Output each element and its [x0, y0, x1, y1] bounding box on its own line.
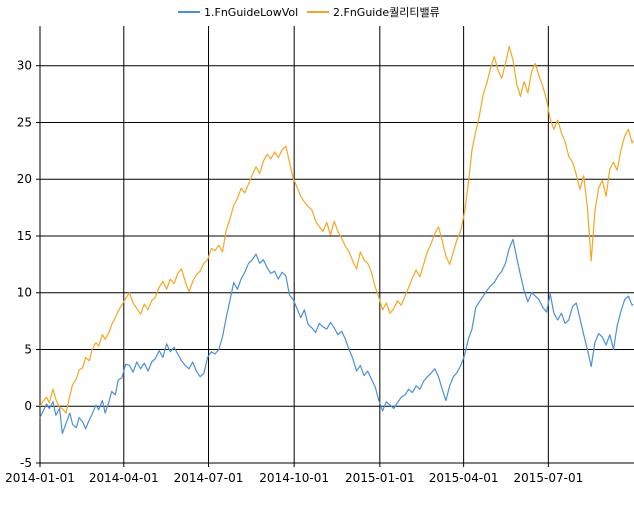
x-tick-label: 2014-01-01 — [5, 471, 75, 485]
y-tick-label: 25 — [17, 115, 32, 129]
x-tick-label: 2014-04-01 — [89, 471, 159, 485]
y-tick-label: 10 — [17, 286, 32, 300]
legend-label-2: 2.FnGuide퀄리티밸류 — [333, 6, 440, 19]
x-tick-label: 2015-04-01 — [429, 471, 499, 485]
x-tick-label: 2015-01-01 — [345, 471, 415, 485]
y-tick-label: 0 — [24, 399, 32, 413]
legend: 1.FnGuideLowVol 2.FnGuide퀄리티밸류 — [178, 6, 440, 19]
legend-label-1: 1.FnGuideLowVol — [204, 6, 298, 19]
y-tick-label: 5 — [24, 342, 32, 356]
axes — [36, 26, 634, 467]
y-tick-label: -5 — [20, 456, 32, 470]
series-line-1 — [39, 238, 634, 435]
x-tick-label: 2015-07-01 — [513, 471, 583, 485]
series-lines — [39, 45, 634, 435]
x-tick-label: 2014-07-01 — [174, 471, 244, 485]
y-tick-label: 15 — [17, 229, 32, 243]
x-tick-label: 2014-10-01 — [259, 471, 329, 485]
y-tick-label: 30 — [17, 59, 32, 73]
y-tick-label: 20 — [17, 172, 32, 186]
series-line-2 — [39, 45, 634, 414]
grid-lines — [39, 26, 634, 464]
